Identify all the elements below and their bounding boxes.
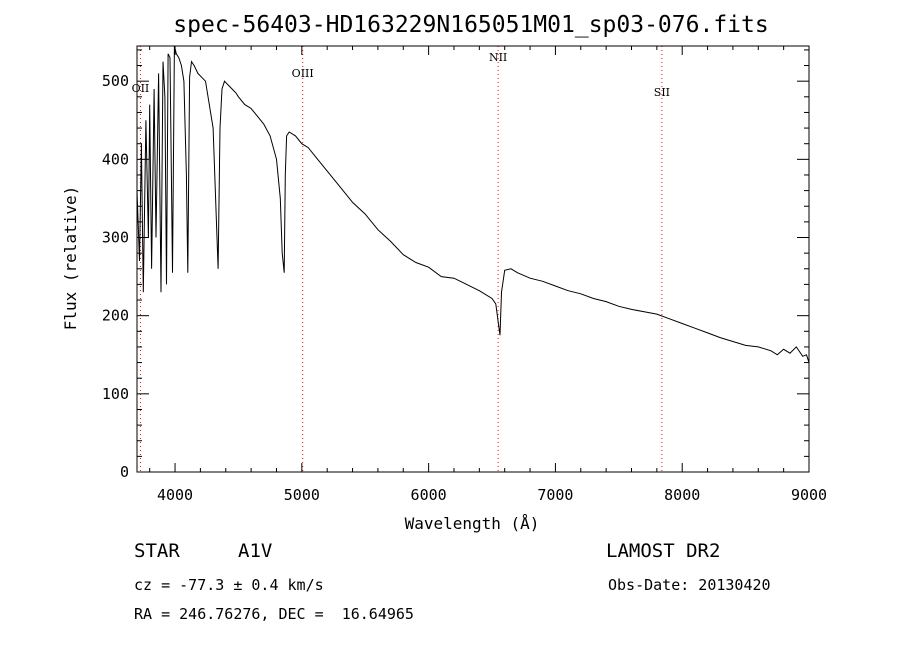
x-axis: 4000 5000 6000 7000 8000 9000 <box>149 46 827 504</box>
marker-label-nii: NII <box>489 51 507 64</box>
line-markers: OII OIII NII SII <box>132 46 670 472</box>
x-tick-label: 6000 <box>411 486 447 504</box>
y-tick-label: 300 <box>102 229 129 247</box>
survey-name: LAMOST DR2 <box>606 540 721 562</box>
spectrum-series-line <box>136 45 810 363</box>
x-tick-label: 8000 <box>664 486 700 504</box>
x-tick-label: 5000 <box>284 486 320 504</box>
y-tick-label: 400 <box>102 150 129 168</box>
y-tick-label: 500 <box>102 72 129 90</box>
coordinates-text: RA = 246.76276, DEC = 16.64965 <box>134 605 414 623</box>
x-tick-label: 7000 <box>537 486 573 504</box>
y-tick-label: 200 <box>102 307 129 325</box>
obs-date-text: Obs-Date: 20130420 <box>608 576 771 594</box>
marker-label-sii: SII <box>654 86 670 99</box>
marker-label-oii: OII <box>132 82 150 95</box>
marker-label-oiii: OIII <box>292 67 314 80</box>
x-tick-label: 9000 <box>791 486 827 504</box>
redshift-text: cz = -77.3 ± 0.4 km/s <box>134 576 324 594</box>
y-axis-label: Flux (relative) <box>61 186 80 331</box>
chart-title: spec-56403-HD163229N165051M01_sp03-076.f… <box>173 12 768 38</box>
y-tick-label: 0 <box>120 463 129 481</box>
x-axis-label: Wavelength (Å) <box>405 514 540 533</box>
y-tick-label: 100 <box>102 385 129 403</box>
spectral-subclass: A1V <box>238 540 273 562</box>
object-type: STAR <box>134 540 180 562</box>
x-tick-label: 4000 <box>157 486 193 504</box>
plot-frame <box>136 45 810 473</box>
y-axis: 0 100 200 300 400 500 <box>102 49 809 481</box>
